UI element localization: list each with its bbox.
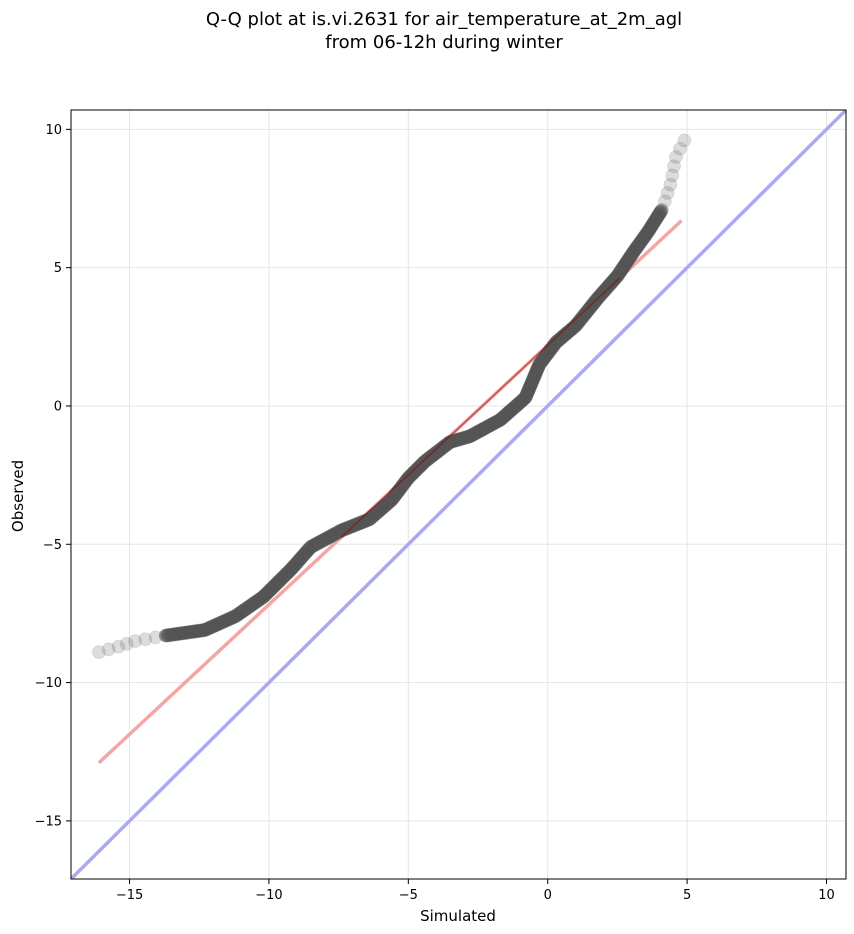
chart-title-line-2: from 06-12h during winter bbox=[325, 32, 563, 53]
quantile-point bbox=[657, 194, 672, 209]
y-axis-label: Observed bbox=[9, 460, 27, 532]
y-tick-label: 0 bbox=[54, 399, 62, 414]
y-tick-label: 10 bbox=[45, 123, 62, 138]
quantile-point bbox=[128, 634, 143, 649]
x-tick-label: 0 bbox=[544, 888, 552, 903]
chart-title-line-1: Q-Q plot at is.vi.2631 for air_temperatu… bbox=[206, 9, 682, 30]
plot-frame bbox=[70, 109, 847, 880]
quantile-point bbox=[111, 639, 126, 654]
x-tick-label: −15 bbox=[116, 888, 143, 903]
point-layer bbox=[91, 133, 692, 660]
y-tick-label: −5 bbox=[43, 538, 62, 553]
x-axis-label: Simulated bbox=[420, 907, 496, 925]
y-tick-label: −10 bbox=[35, 676, 62, 691]
inner-line-layer bbox=[340, 277, 621, 538]
regression-line-core bbox=[340, 277, 621, 538]
x-tick-label: 10 bbox=[818, 888, 835, 903]
grid bbox=[71, 110, 846, 879]
quantile-point bbox=[119, 636, 134, 651]
quantile-point bbox=[655, 202, 670, 217]
quantile-point bbox=[91, 645, 106, 660]
quantile-point bbox=[668, 150, 683, 165]
quantile-point bbox=[673, 141, 688, 156]
quantile-point bbox=[138, 632, 153, 647]
x-tick-label: −10 bbox=[255, 888, 282, 903]
quantile-point bbox=[654, 203, 669, 218]
quantile-point bbox=[101, 642, 116, 657]
quantile-point bbox=[663, 177, 678, 192]
quantile-point bbox=[677, 133, 692, 148]
quantile-point bbox=[660, 185, 675, 200]
identity-line bbox=[71, 110, 846, 879]
y-tick-label: −15 bbox=[35, 814, 62, 829]
tick-layer: −15 −10 −5 0 5 10 −15 −10 −5 0 5 10 bbox=[35, 123, 835, 903]
x-tick-label: −5 bbox=[399, 888, 418, 903]
quantile-point bbox=[667, 159, 682, 174]
y-tick-label: 5 bbox=[54, 261, 62, 276]
quantile-point bbox=[665, 168, 680, 183]
x-tick-label: 5 bbox=[683, 888, 691, 903]
